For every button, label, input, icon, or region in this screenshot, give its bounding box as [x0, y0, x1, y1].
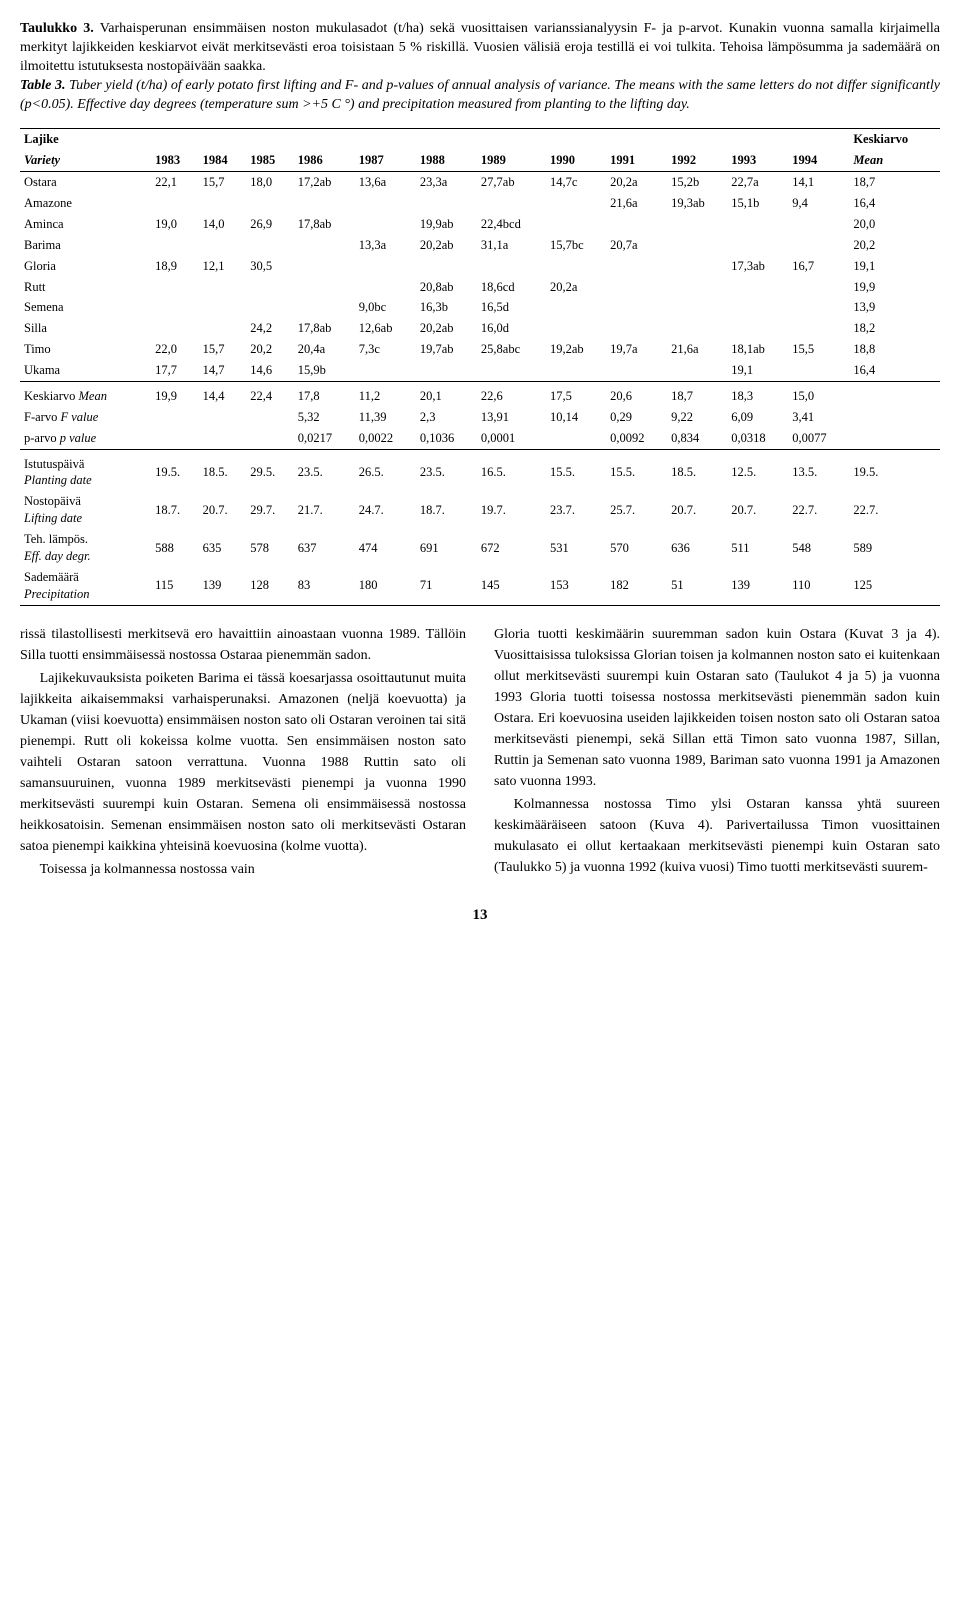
body-text: rissä tilastollisesti merkitsevä ero hav… [20, 624, 940, 881]
table-caption: Taulukko 3. Varhaisperunan ensimmäisen n… [20, 20, 940, 114]
caption-label-fi: Taulukko 3. [20, 21, 94, 36]
page-number: 13 [20, 905, 940, 925]
caption-text-en: Tuber yield (t/ha) of early potato first… [20, 78, 940, 112]
caption-text-fi: Varhaisperunan ensimmäisen noston mukula… [20, 21, 940, 74]
paragraph: rissä tilastollisesti merkitsevä ero hav… [20, 624, 466, 666]
paragraph: Kolmannessa nostossa Timo ylsi Ostaran k… [494, 794, 940, 878]
paragraph: Gloria tuotti keskimäärin suuremman sado… [494, 624, 940, 792]
paragraph: Lajikekuvauksista poiketen Barima ei täs… [20, 668, 466, 857]
caption-label-en: Table 3. [20, 78, 65, 93]
paragraph: Toisessa ja kolmannessa nostossa vain [20, 859, 466, 880]
data-table: LajikeKeskiarvoVariety198319841985198619… [20, 128, 940, 605]
